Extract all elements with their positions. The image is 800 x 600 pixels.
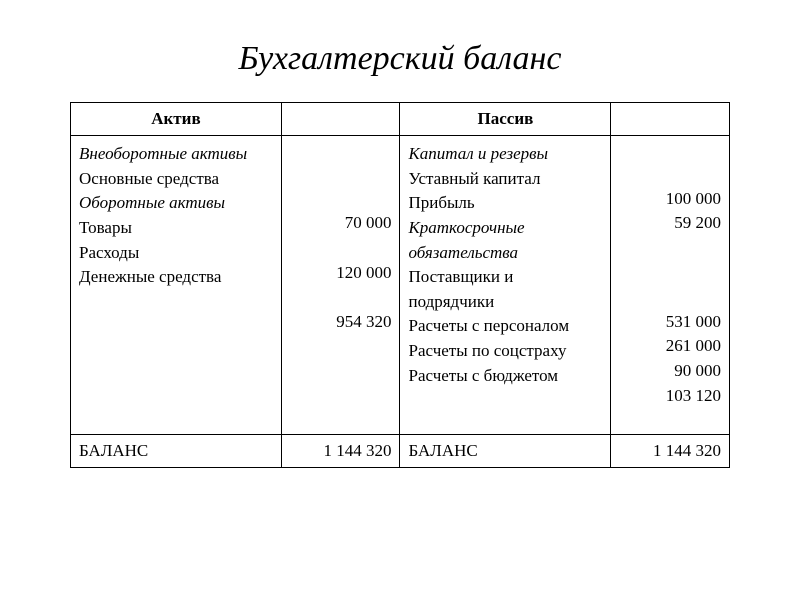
header-row: Актив Пассив [71, 103, 730, 136]
asset-line: Денежные средства [79, 265, 273, 290]
liab-values-cell: 100 00059 200 531 000261 00090 000103 120 [611, 136, 730, 435]
asset-spacer [290, 285, 392, 310]
asset-values-cell: 70 000 120 000 954 320 [281, 136, 400, 435]
liab-line: Капитал и резервы [408, 142, 602, 167]
footer-row: БАЛАНС 1 144 320 БАЛАНС 1 144 320 [71, 435, 730, 468]
asset-spacer [290, 236, 392, 261]
header-asset-value [281, 103, 400, 136]
liab-value: 261 000 [619, 334, 721, 359]
asset-line: Внеоборотные активы [79, 142, 273, 167]
liab-value: 103 120 [619, 384, 721, 409]
header-liab-value [611, 103, 730, 136]
asset-value: 120 000 [290, 261, 392, 286]
asset-line: Расходы [79, 241, 273, 266]
header-liab: Пассив [400, 103, 611, 136]
footer-asset-total: 1 144 320 [281, 435, 400, 468]
balance-table: Актив Пассив Внеоборотные активыОсновные… [70, 102, 730, 468]
asset-spacer [290, 162, 392, 187]
footer-liab-label: БАЛАНС [400, 435, 611, 468]
asset-value: 70 000 [290, 211, 392, 236]
asset-spacer [290, 187, 392, 212]
liab-value: 90 000 [619, 359, 721, 384]
liab-line: Поставщики и подрядчики [408, 265, 602, 314]
liab-line: Краткосрочные обязательства [408, 216, 602, 265]
footer-liab-total: 1 144 320 [611, 435, 730, 468]
liab-labels-cell: Капитал и резервыУставный капиталПрибыль… [400, 136, 611, 435]
balance-sheet-page: Бухгалтерский баланс Актив Пассив Внеобо… [0, 0, 800, 600]
asset-line: Оборотные активы [79, 191, 273, 216]
header-asset: Актив [71, 103, 282, 136]
liab-value: 59 200 [619, 211, 721, 236]
footer-asset-label: БАЛАНС [71, 435, 282, 468]
liab-line: Расчеты с персоналом [408, 314, 602, 339]
asset-value: 954 320 [290, 310, 392, 335]
liab-line: Прибыль [408, 191, 602, 216]
page-title: Бухгалтерский баланс [70, 40, 730, 78]
liab-value: 531 000 [619, 310, 721, 335]
liab-spacer [619, 261, 721, 286]
liab-line: Расчеты с бюджетом [408, 364, 602, 389]
liab-line: Расчеты по соцстраху [408, 339, 602, 364]
liab-line: Уставный капитал [408, 167, 602, 192]
liab-value: 100 000 [619, 187, 721, 212]
liab-spacer [619, 162, 721, 187]
liab-spacer [619, 236, 721, 261]
liab-spacer [619, 285, 721, 310]
body-row: Внеоборотные активыОсновные средстваОбор… [71, 136, 730, 435]
asset-line: Товары [79, 216, 273, 241]
asset-labels-cell: Внеоборотные активыОсновные средстваОбор… [71, 136, 282, 435]
asset-line: Основные средства [79, 167, 273, 192]
